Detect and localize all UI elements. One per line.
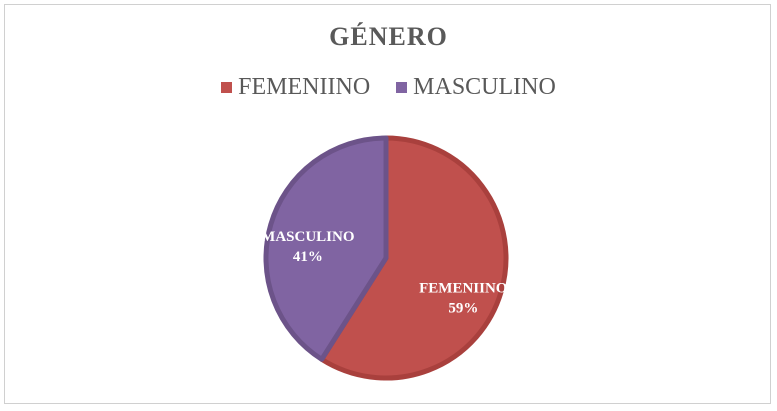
legend-swatch-masculino (396, 82, 408, 93)
pie-slice-masculino (263, 135, 389, 362)
slice-value-femeniino: 59% (448, 301, 478, 317)
slice-label-femeniino: FEMENIINO (419, 281, 507, 297)
legend-item-femeniino: FEMENIINO (221, 74, 370, 101)
legend-swatch-femeniino (221, 82, 233, 93)
legend-label-masculino: MASCULINO (413, 74, 556, 100)
slice-value-masculino: 41% (293, 249, 323, 265)
pie-labels: FEMENIINO 59% MASCULINO 41% (261, 229, 507, 316)
legend-item-masculino: MASCULINO (396, 74, 556, 101)
chart-title: GÉNERO (329, 22, 448, 51)
legend-label-femeniino: FEMENIINO (238, 74, 371, 100)
slice-label-masculino: MASCULINO (261, 229, 354, 245)
chart-legend: FEMENIINO MASCULINO (0, 74, 777, 101)
pie-slice-femeniino (319, 135, 509, 381)
pie-slices (263, 135, 509, 381)
